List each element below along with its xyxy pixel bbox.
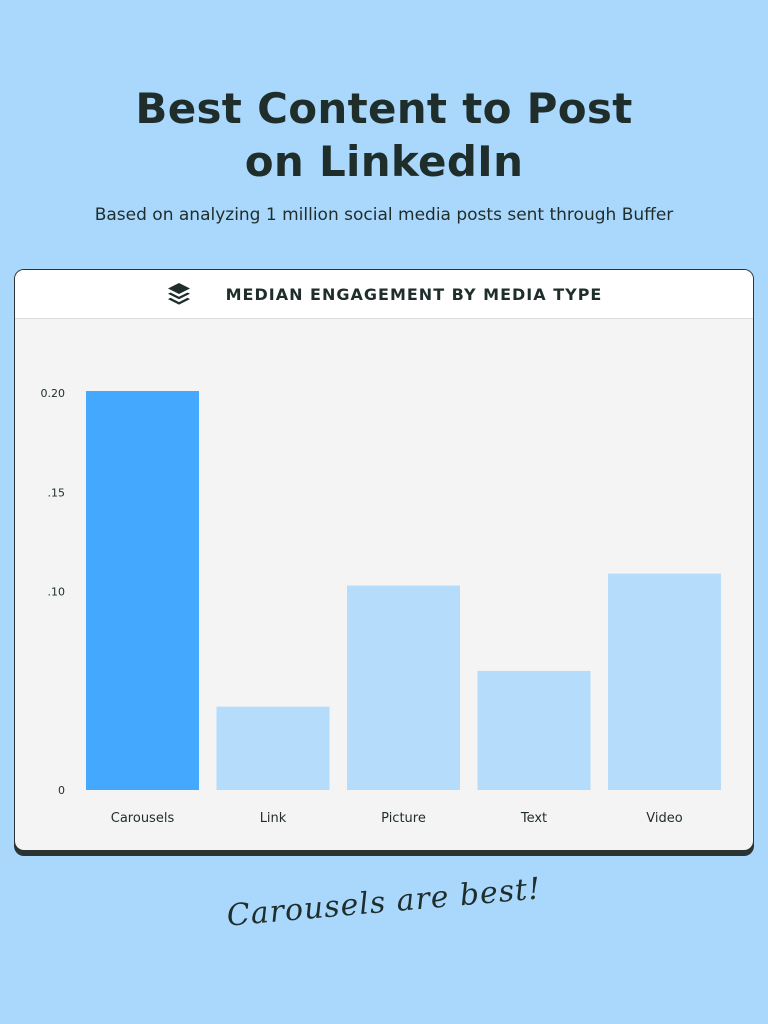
bar-text	[477, 670, 591, 790]
chart-title: MEDIAN ENGAGEMENT BY MEDIA TYPE	[225, 284, 603, 304]
chart-card: MEDIAN ENGAGEMENT BY MEDIA TYPE 0.10.15 0…	[14, 269, 754, 851]
y-tick-label: .10	[48, 586, 66, 599]
buffer-stack-icon	[167, 283, 190, 305]
x-tick-label: Link	[260, 811, 287, 826]
page-subtitle: Based on analyzing 1 million social medi…	[94, 205, 674, 225]
x-tick-label: Text	[520, 811, 547, 826]
bar-carousels	[86, 391, 199, 790]
bar-chart: 0 .10 .15 0.20 Carousels Link Picture Text Video	[41, 387, 721, 826]
x-tick-label: Carousels	[111, 811, 175, 826]
page-title-line-1: Best Content to Post	[135, 84, 633, 133]
y-tick-label: .15	[48, 486, 66, 499]
y-tick-label: 0.20	[41, 387, 66, 400]
handwritten-note: Carousels are best!	[225, 871, 543, 934]
page-title: Best Content to Post on LinkedIn	[0, 82, 768, 188]
bar-link	[216, 706, 330, 790]
y-tick-label: 0	[58, 784, 65, 797]
bar-video	[608, 573, 721, 790]
bar-picture	[347, 585, 460, 790]
chart-card-header: MEDIAN ENGAGEMENT BY MEDIA TYPE	[15, 270, 753, 319]
x-tick-label: Video	[646, 811, 682, 826]
x-tick-label: Picture	[381, 811, 426, 826]
page-title-line-2: on LinkedIn	[244, 137, 524, 186]
